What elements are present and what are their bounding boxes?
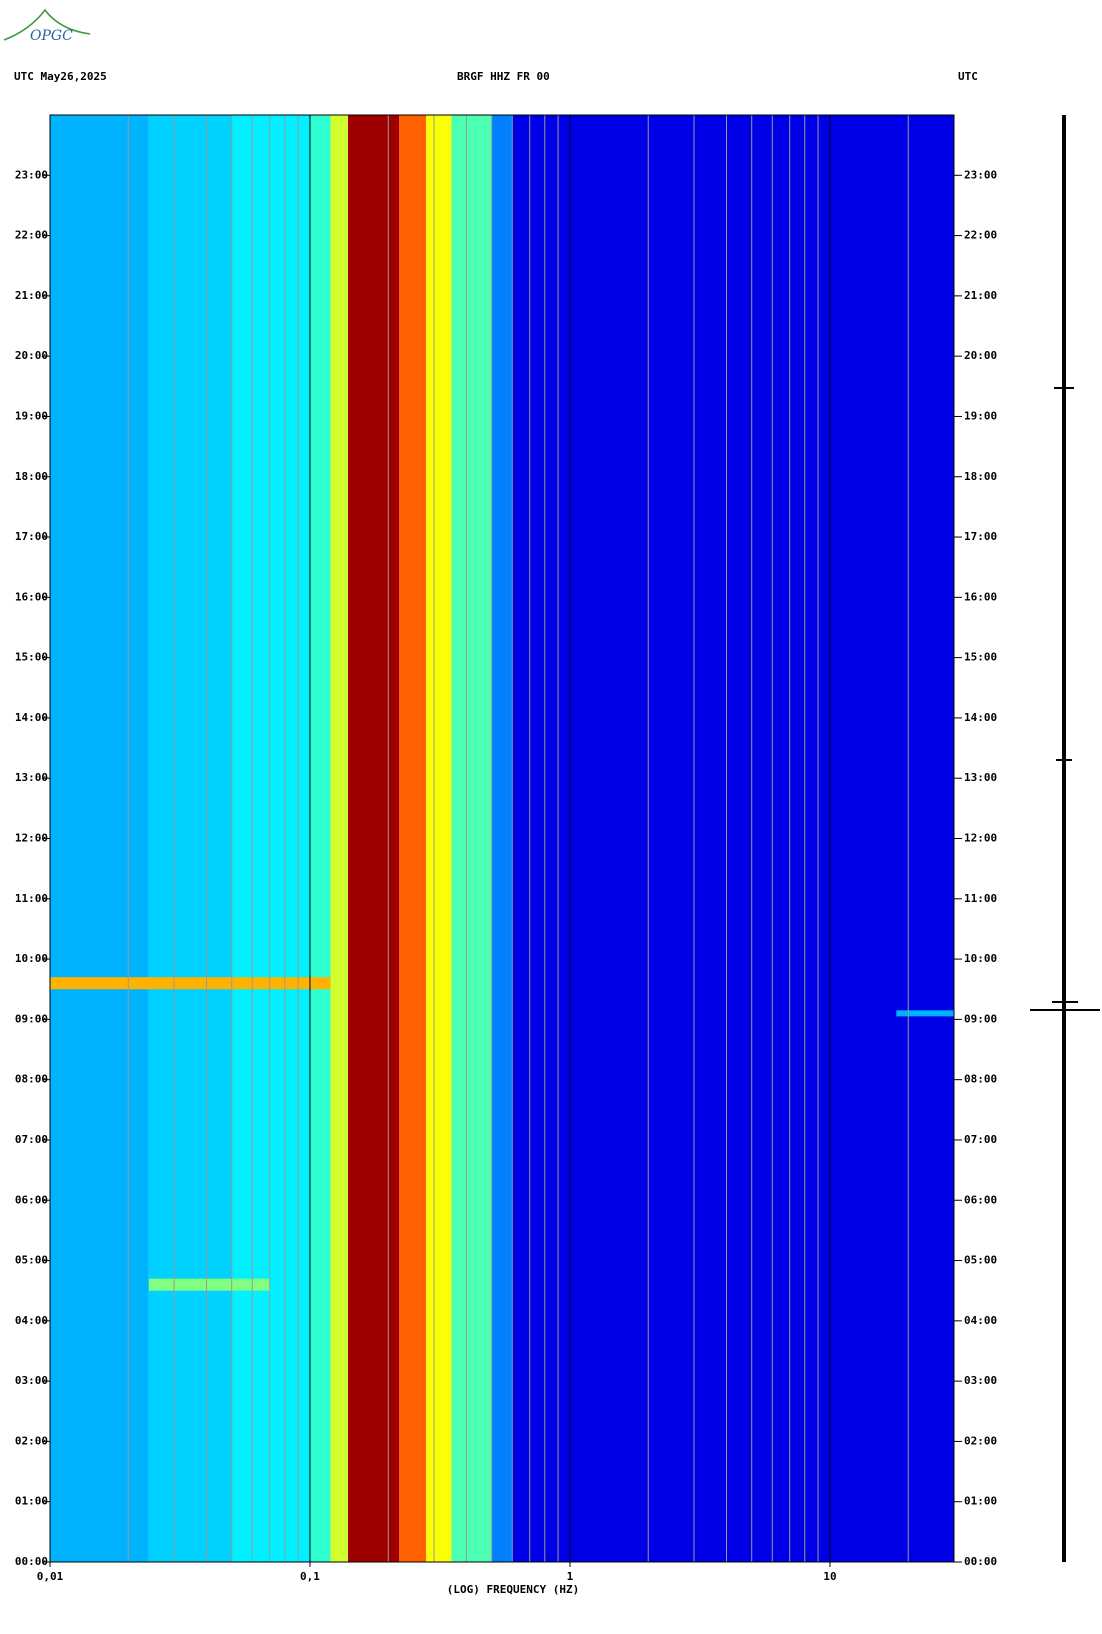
y-tick-label: 23:00 [15, 168, 48, 181]
y-tick-label: 09:00 [964, 1012, 997, 1025]
spectral-band [148, 115, 232, 1562]
y-tick-label: 22:00 [964, 229, 997, 242]
y-tick-label: 22:00 [15, 229, 48, 242]
x-tick-label: 1 [567, 1570, 574, 1583]
spectral-band [330, 115, 348, 1562]
y-tick-label: 04:00 [964, 1314, 997, 1327]
y-tick-label: 00:00 [964, 1555, 997, 1568]
x-tick-label: 0,1 [300, 1570, 320, 1583]
event [148, 1278, 270, 1291]
logo-swoosh [3, 8, 91, 41]
x-axis-label: (LOG) FREQUENCY (HZ) [447, 1583, 579, 1596]
y-tick-label: 01:00 [964, 1495, 997, 1508]
spectral-band [426, 115, 452, 1562]
y-tick-label: 18:00 [15, 470, 48, 483]
y-tick-label: 10:00 [15, 952, 48, 965]
y-tick-label: 04:00 [15, 1314, 48, 1327]
spectral-band [50, 115, 149, 1562]
y-tick-label: 03:00 [15, 1374, 48, 1387]
y-tick-label: 05:00 [964, 1254, 997, 1267]
y-tick-label: 21:00 [15, 289, 48, 302]
spectral-band [347, 115, 400, 1562]
y-tick-label: 11:00 [964, 892, 997, 905]
event [896, 1010, 954, 1017]
y-tick-label: 02:00 [15, 1434, 48, 1447]
y-tick-label: 00:00 [15, 1555, 48, 1568]
y-tick-label: 17:00 [15, 530, 48, 543]
spectral-band [491, 115, 513, 1562]
event [50, 977, 331, 990]
y-tick-label: 12:00 [15, 832, 48, 845]
seismogram [1030, 115, 1100, 1562]
y-tick-label: 07:00 [964, 1133, 997, 1146]
y-tick-label: 23:00 [964, 168, 997, 181]
y-tick-label: 18:00 [964, 470, 997, 483]
y-tick-label: 10:00 [964, 952, 997, 965]
y-tick-label: 02:00 [964, 1434, 997, 1447]
y-tick-label: 05:00 [15, 1254, 48, 1267]
y-tick-label: 08:00 [15, 1073, 48, 1086]
y-tick-label: 19:00 [964, 409, 997, 422]
y-tick-label: 06:00 [15, 1193, 48, 1206]
y-tick-label: 15:00 [15, 651, 48, 664]
y-tick-label: 03:00 [964, 1374, 997, 1387]
y-tick-label: 17:00 [964, 530, 997, 543]
spectral-band [309, 115, 331, 1562]
y-tick-label: 16:00 [964, 590, 997, 603]
y-tick-label: 19:00 [15, 409, 48, 422]
spectral-band [231, 115, 310, 1562]
y-tick-label: 20:00 [964, 349, 997, 362]
y-tick-label: 07:00 [15, 1133, 48, 1146]
y-tick-label: 11:00 [15, 892, 48, 905]
title-left: UTC May26,2025 [14, 70, 107, 83]
title-right: UTC [958, 70, 978, 83]
y-tick-label: 20:00 [15, 349, 48, 362]
y-tick-label: 16:00 [15, 590, 48, 603]
spectral-band [512, 115, 954, 1562]
x-tick-label: 0,01 [37, 1570, 64, 1583]
y-tick-label: 01:00 [15, 1495, 48, 1508]
y-tick-label: 14:00 [15, 711, 48, 724]
y-tick-label: 09:00 [15, 1012, 48, 1025]
y-tick-label: 13:00 [15, 771, 48, 784]
y-tick-label: 13:00 [964, 771, 997, 784]
y-tick-label: 12:00 [964, 832, 997, 845]
spectral-band [399, 115, 427, 1562]
y-tick-label: 06:00 [964, 1193, 997, 1206]
y-tick-label: 14:00 [964, 711, 997, 724]
y-tick-label: 21:00 [964, 289, 997, 302]
chart-title: BRGF HHZ FR 00 [457, 70, 550, 83]
y-tick-label: 08:00 [964, 1073, 997, 1086]
spectral-band [451, 115, 492, 1562]
y-tick-label: 15:00 [964, 651, 997, 664]
logo: OPGC [30, 28, 73, 44]
x-tick-label: 10 [823, 1570, 836, 1583]
